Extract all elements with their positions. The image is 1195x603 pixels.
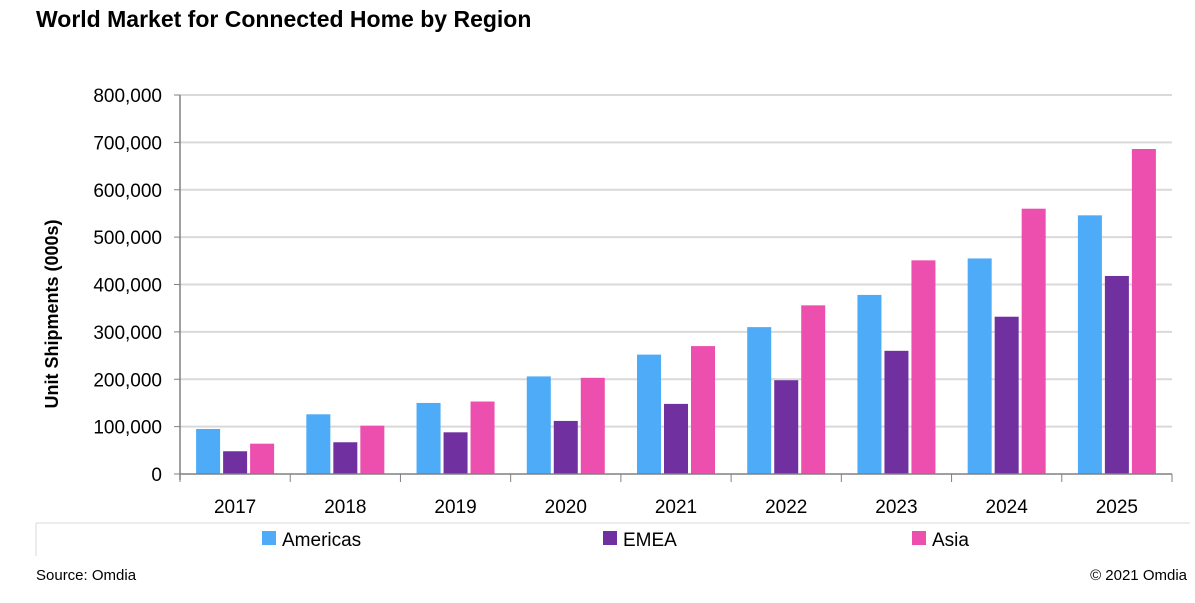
x-tick-label: 2018: [324, 497, 366, 518]
x-tick-label: 2022: [765, 497, 807, 518]
x-tick-label: 2025: [1096, 497, 1138, 518]
bar-americas-2018: [306, 414, 331, 474]
legend-swatch-americas: [262, 531, 276, 545]
x-tick-label: 2024: [986, 497, 1029, 518]
x-tick-label: 2023: [875, 497, 917, 518]
legend-label-americas: Americas: [282, 530, 361, 551]
bar-emea-2025: [1104, 275, 1129, 474]
bar-americas-2022: [747, 327, 772, 474]
legend-label-asia: Asia: [932, 530, 969, 551]
y-tick-label: 800,000: [93, 86, 162, 107]
y-tick-label: 300,000: [93, 323, 162, 344]
y-axis-label: Unit Shipments (000s): [42, 219, 62, 408]
legend-swatch-emea: [603, 531, 617, 545]
bar-asia-2023: [911, 260, 936, 474]
bar-americas-2020: [526, 376, 551, 474]
x-tick-labels: 2017 2018 2019 2020 2021 2022 2023 2024 2025: [214, 497, 1138, 518]
bar-emea-2023: [884, 350, 909, 474]
legend: Americas EMEA Asia: [35, 522, 1190, 556]
bar-asia-2022: [801, 305, 826, 474]
legend-label-emea: EMEA: [623, 530, 677, 551]
bar-americas-2024: [967, 258, 992, 474]
x-tick-label: 2019: [434, 497, 476, 518]
x-tick-label: 2020: [545, 497, 587, 518]
axes: [179, 95, 1173, 482]
bar-asia-2020: [580, 377, 605, 474]
bar-emea-2024: [994, 316, 1019, 474]
bar-emea-2019: [443, 432, 468, 474]
bar-emea-2020: [553, 420, 578, 474]
bar-emea-2018: [333, 442, 358, 474]
legend-swatch-asia: [912, 531, 926, 545]
bars: [196, 149, 1156, 474]
bar-emea-2021: [664, 403, 688, 474]
y-tick-label: 500,000: [93, 228, 162, 249]
bar-emea-2022: [774, 380, 799, 474]
bar-americas-2025: [1077, 215, 1102, 474]
bar-emea-2017: [223, 451, 248, 474]
source-note: Source: Omdia: [36, 567, 137, 584]
bar-americas-2019: [416, 402, 441, 474]
bar-chart: 0 100,000 200,000 300,000 400,000 500,000 600,…: [35, 86, 1190, 556]
x-tick-label: 2017: [214, 497, 256, 518]
y-tick-labels: 0 100,000 200,000 300,000 400,000 500,000 600,…: [93, 86, 180, 486]
chart-title: World Market for Connected Home by Regio…: [36, 6, 532, 32]
bar-americas-2017: [196, 428, 221, 474]
y-tick-label: 600,000: [93, 181, 162, 202]
y-tick-label: 700,000: [93, 133, 162, 154]
x-tick-label: 2021: [655, 497, 697, 518]
bar-americas-2021: [637, 354, 661, 474]
bar-americas-2023: [857, 294, 882, 474]
bar-asia-2024: [1021, 208, 1046, 474]
y-tick-label: 0: [151, 465, 162, 486]
gridlines: [180, 94, 1172, 428]
bar-asia-2019: [470, 401, 495, 474]
bar-asia-2021: [691, 346, 715, 474]
y-tick-label: 200,000: [93, 370, 162, 391]
y-tick-label: 400,000: [93, 276, 162, 297]
bar-asia-2018: [360, 425, 385, 474]
y-tick-label: 100,000: [93, 418, 162, 439]
bar-asia-2017: [250, 443, 275, 474]
copyright-note: © 2021 Omdia: [1090, 567, 1187, 584]
bar-asia-2025: [1131, 149, 1156, 474]
